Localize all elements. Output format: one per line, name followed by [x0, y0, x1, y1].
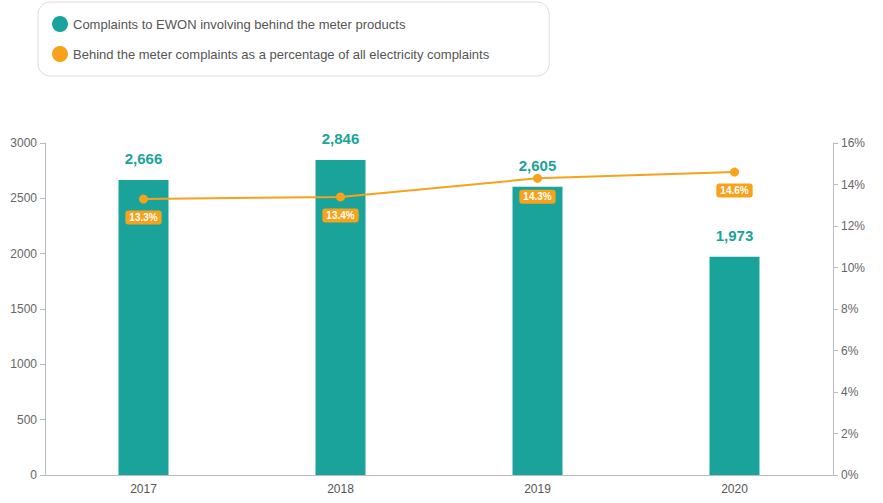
svg-text:2017: 2017	[130, 482, 157, 496]
svg-text:4%: 4%	[841, 385, 859, 399]
svg-text:2,666: 2,666	[125, 150, 163, 167]
svg-text:Behind the meter complaints as: Behind the meter complaints as a percent…	[73, 47, 490, 62]
svg-text:8%: 8%	[841, 302, 859, 316]
svg-text:1000: 1000	[10, 357, 37, 371]
svg-text:1500: 1500	[10, 302, 37, 316]
svg-text:10%: 10%	[841, 261, 865, 275]
svg-text:Complaints to EWON involving b: Complaints to EWON involving behind the …	[73, 17, 406, 32]
svg-text:13.4%: 13.4%	[326, 210, 354, 221]
svg-text:2,846: 2,846	[322, 130, 360, 147]
svg-text:2500: 2500	[10, 191, 37, 205]
svg-text:0: 0	[30, 468, 37, 482]
svg-text:6%: 6%	[841, 344, 859, 358]
svg-text:13.3%: 13.3%	[129, 212, 157, 223]
svg-text:0%: 0%	[841, 468, 859, 482]
svg-text:2,605: 2,605	[519, 157, 557, 174]
svg-text:16%: 16%	[841, 136, 865, 150]
svg-text:2019: 2019	[524, 482, 551, 496]
svg-text:2018: 2018	[327, 482, 354, 496]
svg-text:12%: 12%	[841, 219, 865, 233]
svg-text:14.3%: 14.3%	[523, 191, 551, 202]
svg-text:14.6%: 14.6%	[720, 185, 748, 196]
svg-text:1,973: 1,973	[716, 227, 754, 244]
svg-text:500: 500	[17, 413, 37, 427]
svg-text:2%: 2%	[841, 427, 859, 441]
svg-text:14%: 14%	[841, 178, 865, 192]
svg-text:2000: 2000	[10, 247, 37, 261]
svg-text:2020: 2020	[721, 482, 748, 496]
svg-text:3000: 3000	[10, 136, 37, 150]
